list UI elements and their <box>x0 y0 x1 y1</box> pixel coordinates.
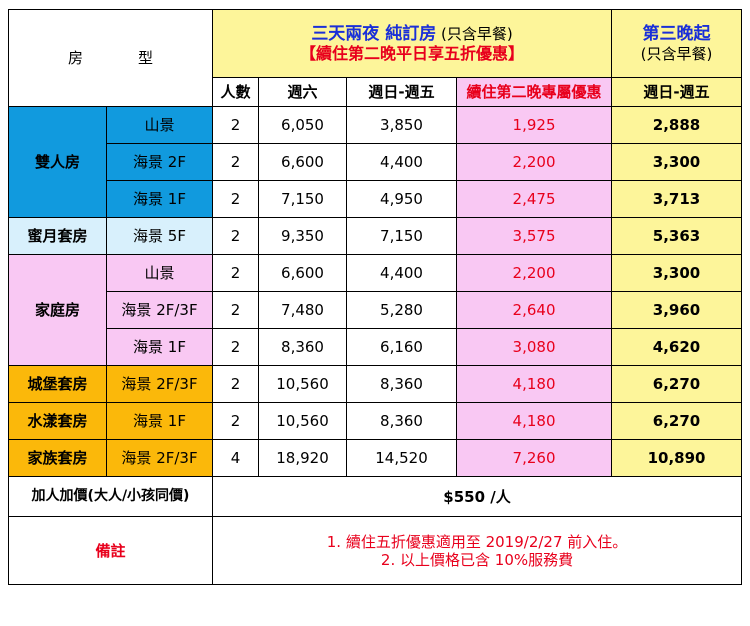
saturday-price: 10,560 <box>258 365 348 403</box>
promo-price: 2,475 <box>456 180 613 218</box>
room-type-header: 房 型 <box>7 9 214 107</box>
notes-label: 備註 <box>7 516 214 585</box>
table-row: 海景 1F 2 7,150 4,950 2,475 3,713 <box>9 180 743 218</box>
room-group-name: 水漾套房 <box>8 402 107 440</box>
saturday-price: 7,150 <box>258 180 348 218</box>
third-night-price: 3,960 <box>611 291 743 329</box>
saturday-price: 7,480 <box>258 291 348 329</box>
note-item: 2. 以上價格已含 10%服務費 <box>380 550 574 569</box>
plan-sub: (只含早餐) <box>441 24 513 43</box>
weekday-price: 8,360 <box>346 365 458 403</box>
room-group-name: 雙人房 <box>8 106 107 218</box>
persons-cell: 2 <box>212 328 260 366</box>
table-row: 家庭房 山景 2 6,600 4,400 2,200 3,300 <box>8 254 743 366</box>
third-night-price: 3,713 <box>611 180 743 218</box>
promo-price: 3,575 <box>456 217 613 255</box>
extra-person-value: $550 /人 <box>212 476 743 517</box>
persons-cell: 2 <box>212 180 260 218</box>
third-night-price: 3,300 <box>611 254 743 292</box>
promo-price: 2,200 <box>456 254 613 292</box>
third-night-price: 4,620 <box>611 328 743 366</box>
weekday-price: 14,520 <box>346 439 458 477</box>
weekday-price: 4,400 <box>346 143 458 181</box>
saturday-price: 6,600 <box>258 143 348 181</box>
table-row: 海景 2F 2 6,600 4,400 2,200 3,300 <box>9 143 743 181</box>
room-view: 海景 1F <box>105 328 214 366</box>
saturday-price: 8,360 <box>258 328 348 366</box>
room-view: 海景 2F/3F <box>105 439 214 477</box>
saturday-price: 9,350 <box>258 217 348 255</box>
persons-cell: 2 <box>212 143 260 181</box>
third-night-price: 5,363 <box>611 217 743 255</box>
third-night-price: 6,270 <box>611 402 743 440</box>
weekday-price: 4,400 <box>346 254 458 292</box>
weekday-price: 7,150 <box>346 217 458 255</box>
persons-cell: 2 <box>212 217 260 255</box>
table-row: 水漾套房 海景 1F 2 10,560 8,360 4,180 6,270 <box>8 402 743 440</box>
persons-cell: 2 <box>212 402 260 440</box>
weekday-price: 5,280 <box>346 291 458 329</box>
room-view: 海景 2F/3F <box>105 365 214 403</box>
promo-price: 2,200 <box>456 143 613 181</box>
table-row: 海景 2F/3F 2 7,480 5,280 2,640 3,960 <box>9 291 743 329</box>
room-view: 山景 <box>105 106 214 144</box>
room-group-name: 家庭房 <box>8 254 107 366</box>
persons-cell: 2 <box>212 291 260 329</box>
promo-price: 4,180 <box>456 365 613 403</box>
room-view: 海景 5F <box>105 217 214 255</box>
notes-content: 1. 續住五折優惠適用至 2019/2/27 前入住。 2. 以上價格已含 10%… <box>212 516 743 585</box>
extra-person-row: 加人加價(大人/小孩同價) $550 /人 <box>7 476 743 517</box>
third-title: 第三晚起 <box>642 24 711 45</box>
col-weekday: 週日-週五 <box>346 77 458 107</box>
third-night-price: 6,270 <box>611 365 743 403</box>
room-view: 海景 1F <box>105 180 214 218</box>
saturday-price: 18,920 <box>258 439 348 477</box>
persons-cell: 2 <box>212 106 260 144</box>
room-view: 海景 2F <box>105 143 214 181</box>
persons-cell: 4 <box>212 439 260 477</box>
saturday-price: 6,050 <box>258 106 348 144</box>
plan-title: 三天兩夜 純訂房 <box>311 23 437 44</box>
table-row: 家族套房 海景 2F/3F 4 18,920 14,520 7,260 10,890 <box>8 439 743 477</box>
col-saturday: 週六 <box>258 77 348 107</box>
room-group-name: 城堡套房 <box>8 365 107 403</box>
room-view: 山景 <box>105 254 214 292</box>
col-persons: 人數 <box>212 77 260 107</box>
promo-price: 7,260 <box>456 439 613 477</box>
table-row: 城堡套房 海景 2F/3F 2 10,560 8,360 4,180 6,270 <box>8 365 743 403</box>
persons-cell: 2 <box>212 254 260 292</box>
saturday-price: 6,600 <box>258 254 348 292</box>
promo-price: 2,640 <box>456 291 613 329</box>
weekday-price: 3,850 <box>346 106 458 144</box>
third-night-price: 10,890 <box>611 439 743 477</box>
room-group-name: 家族套房 <box>8 439 107 477</box>
weekday-price: 4,950 <box>346 180 458 218</box>
promo-price: 1,925 <box>456 106 613 144</box>
promo-price: 4,180 <box>456 402 613 440</box>
third-night-price: 3,300 <box>611 143 743 181</box>
table-row: 雙人房 山景 2 6,050 3,850 1,925 2,888 <box>8 106 743 218</box>
notes-row: 備註 1. 續住五折優惠適用至 2019/2/27 前入住。 2. 以上價格已含 1… <box>7 516 743 585</box>
weekday-price: 8,360 <box>346 402 458 440</box>
extra-person-label: 加人加價(大人/小孩同價) <box>7 476 214 517</box>
saturday-price: 10,560 <box>258 402 348 440</box>
weekday-price: 6,160 <box>346 328 458 366</box>
plan-promo: 【續住第二晚平日享五折優惠】 <box>300 44 525 64</box>
promo-price: 3,080 <box>456 328 613 366</box>
room-group-name: 蜜月套房 <box>8 217 107 255</box>
room-view: 海景 2F/3F <box>105 291 214 329</box>
price-table: 房 型 三天兩夜 純訂房 (只含早餐) 【續住第二晚平日享五折優惠】 第三晚起 … <box>7 9 743 585</box>
table-row: 海景 1F 2 8,360 6,160 3,080 4,620 <box>9 328 743 366</box>
note-item: 1. 續住五折優惠適用至 2019/2/27 前入住。 <box>326 532 628 551</box>
persons-cell: 2 <box>212 365 260 403</box>
col-promo: 續住第二晚專屬優惠 <box>456 77 613 107</box>
third-sub: (只含早餐) <box>640 44 713 63</box>
room-view: 海景 1F <box>105 402 214 440</box>
table-row: 蜜月套房 海景 5F 2 9,350 7,150 3,575 5,363 <box>8 217 743 255</box>
plan-header: 三天兩夜 純訂房 (只含早餐) 【續住第二晚平日享五折優惠】 <box>212 9 613 78</box>
third-night-header: 第三晚起 (只含早餐) <box>611 9 743 78</box>
col-third-weekday: 週日-週五 <box>611 77 743 107</box>
third-night-price: 2,888 <box>611 106 743 144</box>
